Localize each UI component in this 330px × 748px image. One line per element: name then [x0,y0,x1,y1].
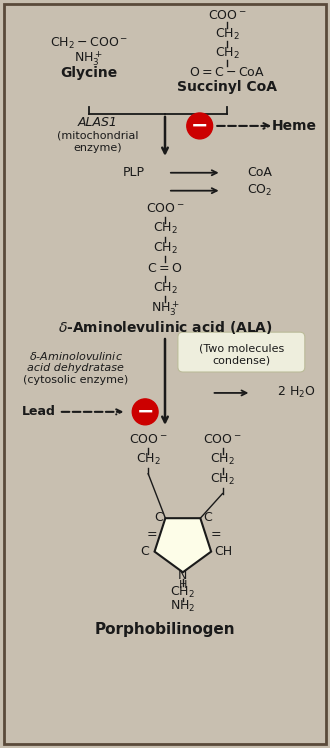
Text: $\mathregular{C=O}$: $\mathregular{C=O}$ [148,262,182,275]
Text: C: C [203,511,212,524]
Text: H: H [179,580,187,590]
Text: =: = [210,528,221,542]
Text: condense): condense) [212,355,270,365]
Text: Lead: Lead [22,405,56,418]
Text: $\mathregular{COO^-}$: $\mathregular{COO^-}$ [129,433,167,447]
Text: (Two molecules: (Two molecules [199,343,284,353]
Text: $\mathregular{CO_2}$: $\mathregular{CO_2}$ [247,183,273,198]
Text: ALAS1: ALAS1 [78,117,117,129]
Text: $\mathregular{CH_2}$: $\mathregular{CH_2}$ [215,46,240,61]
Text: enzyme): enzyme) [73,143,122,153]
Text: $\delta$-Aminolovulinic: $\delta$-Aminolovulinic [29,350,123,362]
Circle shape [187,113,213,139]
Text: Succinyl CoA: Succinyl CoA [178,80,278,94]
Text: acid dehydratase: acid dehydratase [27,363,124,373]
Text: C: C [154,511,163,524]
Text: $\mathregular{COO^-}$: $\mathregular{COO^-}$ [146,202,184,215]
Text: CoA: CoA [247,166,272,180]
Text: $\mathregular{CH_2}$: $\mathregular{CH_2}$ [152,221,178,236]
Text: $\mathregular{CH_2}$: $\mathregular{CH_2}$ [152,241,178,256]
Text: $\mathregular{CH_2}$: $\mathregular{CH_2}$ [152,280,178,296]
Text: N: N [178,568,187,582]
Text: Heme: Heme [271,119,316,133]
Text: (cytosolic enzyme): (cytosolic enzyme) [23,375,128,385]
Text: CH: CH [214,545,232,558]
Text: $\mathregular{CH_2-COO^-}$: $\mathregular{CH_2-COO^-}$ [50,36,128,51]
Text: =: = [147,528,157,542]
Circle shape [132,399,158,425]
Text: $\delta$-Aminolevulinic acid (ALA): $\delta$-Aminolevulinic acid (ALA) [58,319,272,336]
Text: −: − [191,116,209,136]
Text: $\mathregular{NH_3^+}$: $\mathregular{NH_3^+}$ [74,49,103,67]
Text: $\mathregular{CH_2}$: $\mathregular{CH_2}$ [210,452,235,468]
Text: $\mathregular{NH_3^+}$: $\mathregular{NH_3^+}$ [150,299,180,318]
Text: $\mathregular{CH_2}$: $\mathregular{CH_2}$ [210,472,235,487]
Text: PLP: PLP [123,166,145,180]
Text: $\mathregular{CH_2}$: $\mathregular{CH_2}$ [170,585,195,600]
Text: $\mathregular{COO^-}$: $\mathregular{COO^-}$ [208,9,247,22]
Text: (mitochondrial: (mitochondrial [57,131,138,141]
Text: Glycine: Glycine [60,66,117,80]
FancyBboxPatch shape [4,4,326,744]
Text: $\mathregular{2\ H_2O}$: $\mathregular{2\ H_2O}$ [277,385,315,400]
Text: $\mathregular{O=C-CoA}$: $\mathregular{O=C-CoA}$ [189,66,266,79]
Text: Porphobilinogen: Porphobilinogen [95,622,235,637]
FancyBboxPatch shape [178,332,305,372]
Polygon shape [154,518,211,572]
Text: $\mathregular{CH_2}$: $\mathregular{CH_2}$ [215,27,240,42]
Text: C: C [140,545,149,558]
Text: $\mathregular{NH_2}$: $\mathregular{NH_2}$ [170,598,196,613]
Text: $\mathregular{CH_2}$: $\mathregular{CH_2}$ [136,452,161,468]
Text: −: − [136,402,154,422]
Text: $\mathregular{COO^-}$: $\mathregular{COO^-}$ [203,433,242,447]
